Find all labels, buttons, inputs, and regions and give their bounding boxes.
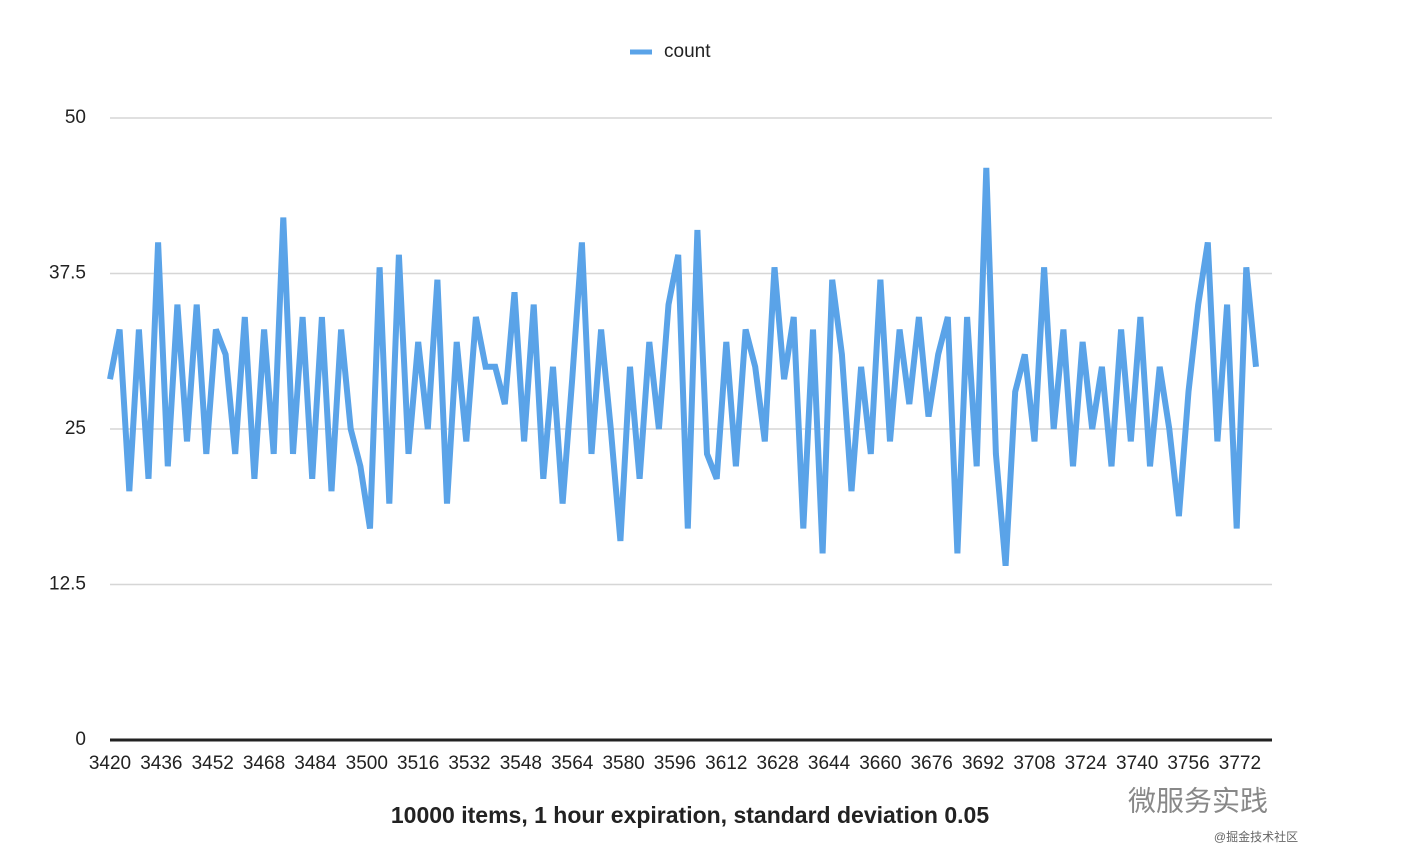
x-tick-label: 3532	[448, 753, 490, 774]
x-tick-label: 3564	[551, 753, 594, 774]
y-tick-label: 50	[65, 107, 86, 128]
x-tick-label: 3484	[294, 753, 337, 774]
chart-title: 10000 items, 1 hour expiration, standard…	[391, 802, 989, 828]
x-tick-label: 3692	[962, 753, 1004, 774]
x-tick-label: 3468	[243, 753, 285, 774]
y-tick-label: 0	[75, 729, 86, 750]
x-tick-label: 3580	[602, 753, 644, 774]
y-tick-label: 25	[65, 418, 86, 439]
source: @掘金技术社区	[1214, 829, 1298, 844]
x-tick-label: 3612	[705, 753, 747, 774]
x-tick-label: 3772	[1219, 753, 1261, 774]
x-tick-label: 3708	[1013, 753, 1055, 774]
x-tick-label: 3660	[859, 753, 901, 774]
legend-label: count	[664, 41, 711, 62]
x-tick-label: 3628	[757, 753, 799, 774]
watermark: 微服务实践	[1128, 785, 1268, 816]
x-tick-label: 3740	[1116, 753, 1158, 774]
x-tick-label: 3420	[89, 753, 131, 774]
x-tick-label: 3516	[397, 753, 439, 774]
x-tick-label: 3452	[192, 753, 234, 774]
x-tick-label: 3644	[808, 753, 851, 774]
x-tick-label: 3548	[500, 753, 542, 774]
x-tick-label: 3596	[654, 753, 696, 774]
data-line	[107, 167, 1259, 567]
y-tick-label: 37.5	[49, 263, 86, 284]
x-tick-label: 3676	[911, 753, 953, 774]
x-tick-label: 3756	[1167, 753, 1209, 774]
x-tick-label: 3500	[346, 753, 388, 774]
x-tick-label: 3724	[1065, 753, 1108, 774]
x-tick-label: 3436	[140, 753, 182, 774]
y-tick-label: 12.5	[49, 574, 86, 595]
